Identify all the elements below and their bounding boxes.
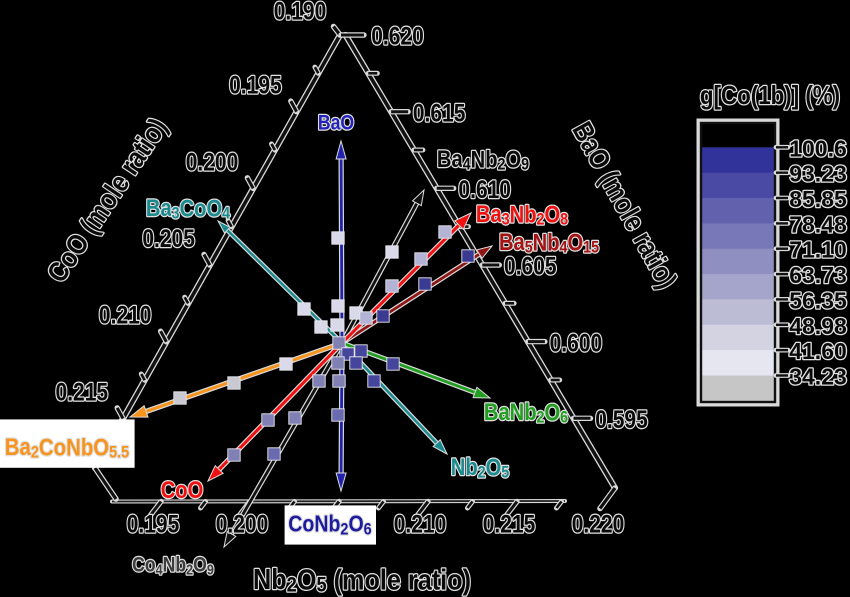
svg-text:0.210: 0.210 — [394, 510, 447, 538]
svg-text:0.615: 0.615 — [413, 99, 466, 127]
svg-text:63.73: 63.73 — [789, 262, 847, 288]
svg-text:BaO: BaO — [318, 111, 354, 135]
svg-text:0.195: 0.195 — [127, 510, 180, 538]
svg-text:Ba5Nb4O15: Ba5Nb4O15 — [499, 228, 599, 256]
svg-text:78.48: 78.48 — [789, 211, 847, 237]
svg-text:0.205: 0.205 — [142, 224, 195, 252]
svg-text:93.23: 93.23 — [789, 161, 847, 187]
svg-text:41.60: 41.60 — [789, 338, 847, 364]
svg-text:CoO: CoO — [161, 476, 204, 503]
svg-text:0.605: 0.605 — [504, 252, 557, 280]
svg-text:85.85: 85.85 — [789, 186, 847, 212]
svg-text:Ba3CoO4: Ba3CoO4 — [146, 194, 230, 222]
svg-text:56.35: 56.35 — [789, 287, 847, 313]
svg-text:0.610: 0.610 — [458, 175, 511, 203]
svg-text:0.620: 0.620 — [371, 22, 424, 50]
svg-text:Ba4Nb2O9: Ba4Nb2O9 — [437, 145, 529, 173]
svg-text:0.210: 0.210 — [99, 301, 152, 329]
svg-text:0.190: 0.190 — [274, 0, 327, 25]
svg-text:0.195: 0.195 — [229, 71, 282, 99]
svg-text:0.200: 0.200 — [216, 510, 269, 538]
svg-text:Co4Nb2O9: Co4Nb2O9 — [132, 553, 214, 578]
svg-text:34.23: 34.23 — [789, 364, 847, 390]
svg-text:Nb2O5: Nb2O5 — [451, 453, 510, 481]
svg-text:BaNb2O6: BaNb2O6 — [484, 398, 568, 426]
svg-text:0.215: 0.215 — [483, 510, 536, 538]
svg-text:BaO (mole ratio): BaO (mole ratio) — [566, 116, 684, 294]
svg-text:Ba3Nb2O8: Ba3Nb2O8 — [476, 200, 568, 228]
svg-text:0.595: 0.595 — [595, 405, 648, 433]
svg-text:100.6: 100.6 — [789, 135, 847, 161]
svg-text:0.220: 0.220 — [572, 510, 625, 538]
svg-text:48.98: 48.98 — [789, 313, 847, 339]
svg-text:0.215: 0.215 — [56, 378, 109, 406]
svg-text:0.200: 0.200 — [186, 148, 239, 176]
svg-text:g[Co(1b)] (%): g[Co(1b)] (%) — [700, 82, 840, 111]
svg-text:0.600: 0.600 — [550, 329, 603, 357]
svg-text:Nb2O5 (mole ratio): Nb2O5 (mole ratio) — [253, 562, 471, 596]
svg-text:71.10: 71.10 — [789, 237, 847, 263]
svg-text:CoNb2O6: CoNb2O6 — [288, 511, 372, 538]
